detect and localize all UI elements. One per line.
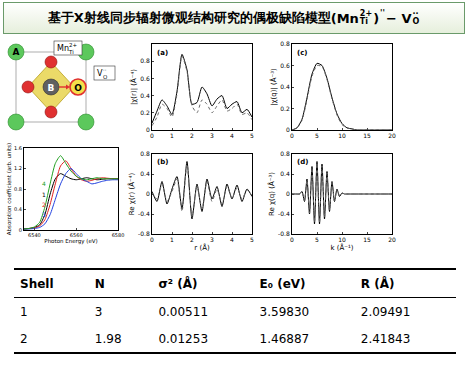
html-text:3.59830: 3.59830: [259, 304, 310, 319]
svg-text:Mn: Mn: [57, 44, 69, 53]
svg-text:(c): (c): [297, 49, 308, 57]
svg-text:0.8: 0.8: [14, 186, 22, 192]
svg-text:0.4: 0.4: [280, 83, 290, 90]
svg-text:(b): (b): [157, 158, 168, 166]
svg-text:10: 10: [338, 132, 346, 139]
svg-text:0.4: 0.4: [14, 206, 22, 212]
svg-text:4: 4: [42, 180, 46, 187]
svg-text:0.8: 0.8: [140, 57, 150, 64]
svg-text:5: 5: [250, 132, 254, 139]
svg-text:|χ(q)| (Å⁻³): |χ(q)| (Å⁻³): [269, 68, 278, 106]
svg-text:3: 3: [210, 132, 214, 139]
svg-text:(a): (a): [157, 49, 168, 57]
svg-text:-0.4: -0.4: [138, 210, 150, 217]
svg-text:-0.8: -0.8: [138, 230, 150, 237]
svg-text:0: 0: [146, 126, 150, 133]
svg-text:0: 0: [150, 236, 154, 243]
html-text:Shell: Shell: [20, 276, 54, 291]
svg-text:2+: 2+: [69, 42, 77, 48]
svg-text:|χ(r)| (Å⁻⁴): |χ(r)| (Å⁻⁴): [129, 69, 138, 105]
svg-text:6580: 6580: [112, 232, 125, 238]
html-text:1.98: 1.98: [94, 331, 122, 346]
svg-text:Ti: Ti: [68, 49, 74, 55]
svg-text:15: 15: [363, 236, 371, 243]
svg-text:5: 5: [315, 132, 319, 139]
svg-text:1: 1: [170, 236, 174, 243]
svg-text:6560: 6560: [70, 232, 83, 238]
svg-text:A: A: [13, 47, 20, 57]
svg-text:20: 20: [388, 236, 396, 243]
svg-text:1: 1: [42, 191, 46, 198]
svg-text:1: 1: [170, 132, 174, 139]
html-text:0.01253: 0.01253: [158, 331, 208, 346]
svg-text:0: 0: [146, 190, 150, 197]
svg-text:20: 20: [388, 132, 396, 139]
html-text:基于X射线同步辐射微观结构研究的偶极缺陷模型(Mn2+: 基于X射线同步辐射微观结构研究的偶极缺陷模型(Mn2+: [47, 9, 373, 26]
svg-text:0: 0: [286, 190, 290, 197]
html-text:0.00511: 0.00511: [158, 304, 208, 319]
html-text:2.41843: 2.41843: [360, 331, 411, 346]
svg-text:0.8: 0.8: [280, 40, 290, 47]
html-text:N: N: [94, 276, 105, 291]
html-text:O: O: [412, 17, 420, 26]
svg-text:0.8: 0.8: [280, 150, 290, 157]
html-text:E₀ (eV): E₀ (eV): [259, 276, 306, 291]
html-text:2: 2: [20, 331, 28, 346]
svg-text:O: O: [74, 83, 82, 93]
svg-text:Re χ(q) (Å⁻³): Re χ(q) (Å⁻³): [267, 172, 276, 216]
svg-text:0.2: 0.2: [140, 109, 150, 116]
svg-text:r (Å): r (Å): [194, 243, 210, 252]
svg-text:0.8: 0.8: [140, 150, 150, 157]
svg-text:Photon Energy (eV): Photon Energy (eV): [44, 238, 97, 245]
svg-text:1.2: 1.2: [14, 165, 22, 171]
svg-text:-0.8: -0.8: [278, 230, 290, 237]
svg-text:k (Å⁻¹): k (Å⁻¹): [330, 243, 353, 252]
svg-text:0: 0: [150, 132, 154, 139]
svg-text:O: O: [103, 74, 108, 80]
html-text:3: 3: [94, 304, 103, 319]
svg-text:Absorption coefficient (arb. u: Absorption coefficient (arb. units): [6, 143, 13, 235]
svg-text:1.6: 1.6: [14, 145, 22, 151]
svg-text:4: 4: [230, 132, 234, 139]
svg-text:2: 2: [42, 201, 46, 208]
svg-text:2: 2: [190, 132, 194, 139]
svg-text:··: ··: [103, 67, 107, 73]
html-text:R (Å): R (Å): [360, 276, 395, 291]
html-text:1.46887: 1.46887: [259, 331, 310, 346]
svg-text:15: 15: [363, 132, 371, 139]
svg-text:0.6: 0.6: [140, 75, 150, 82]
svg-text:0.2: 0.2: [280, 105, 290, 112]
svg-text:0.4: 0.4: [140, 92, 150, 99]
svg-text:-0.4: -0.4: [278, 210, 290, 217]
svg-text:3: 3: [42, 211, 46, 218]
svg-text:(d): (d): [297, 158, 308, 166]
svg-text:5: 5: [315, 236, 319, 243]
svg-text:3: 3: [210, 236, 214, 243]
svg-text:2: 2: [190, 236, 194, 243]
svg-text:0.4: 0.4: [140, 170, 150, 177]
svg-text:5: 5: [250, 236, 254, 243]
svg-text:4: 4: [230, 236, 234, 243]
html-text:2.09491: 2.09491: [360, 304, 411, 319]
svg-text:B: B: [48, 83, 55, 93]
html-text:σ² (Å): σ² (Å): [158, 276, 198, 291]
html-text:Ti )''− V··: Ti )''− V··: [359, 9, 419, 26]
svg-text:0.4: 0.4: [280, 170, 290, 177]
svg-text:0: 0: [19, 227, 22, 233]
html-text:1: 1: [20, 304, 28, 319]
svg-text:0: 0: [290, 132, 294, 139]
svg-text:0: 0: [290, 236, 294, 243]
svg-text:V: V: [97, 69, 103, 78]
svg-text:0: 0: [286, 126, 290, 133]
svg-text:10: 10: [338, 236, 346, 243]
svg-text:0.6: 0.6: [280, 62, 290, 69]
svg-text:6540: 6540: [28, 232, 41, 238]
svg-text:Re χ(r) (Å⁻⁴): Re χ(r) (Å⁻⁴): [127, 173, 136, 216]
